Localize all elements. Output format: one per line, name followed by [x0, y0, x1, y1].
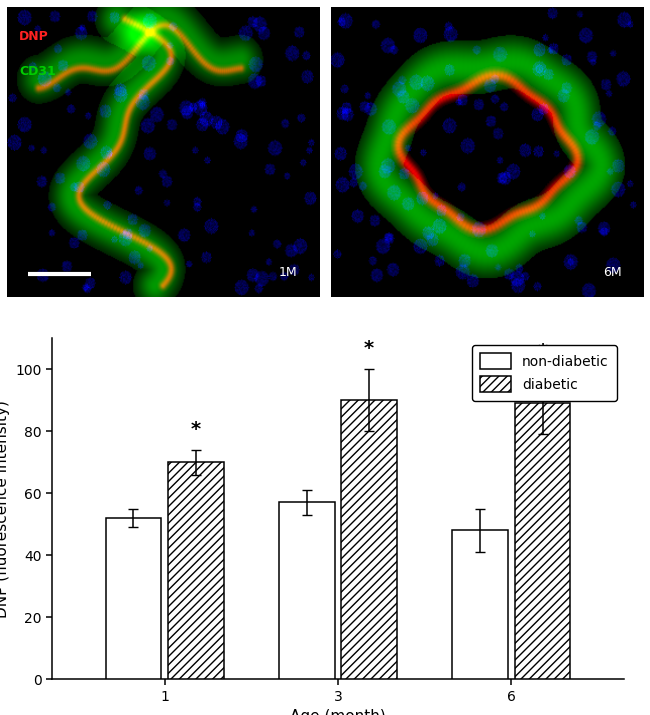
Bar	[341, 400, 397, 679]
Text: 1M: 1M	[278, 267, 297, 280]
Text: *: *	[364, 340, 374, 358]
Bar	[168, 462, 224, 679]
Text: A: A	[6, 18, 20, 36]
Text: *: *	[191, 420, 201, 439]
Text: 6M: 6M	[603, 267, 621, 280]
X-axis label: Age (month): Age (month)	[290, 709, 386, 715]
Bar	[452, 531, 508, 679]
Legend: non-diabetic, diabetic: non-diabetic, diabetic	[472, 345, 617, 400]
Bar	[515, 403, 570, 679]
Bar	[106, 518, 161, 679]
Bar	[279, 503, 335, 679]
Text: CD31: CD31	[19, 65, 56, 78]
Text: *: *	[538, 342, 547, 361]
Text: DNP: DNP	[19, 30, 49, 44]
Y-axis label: DNP (fluorescence intensity): DNP (fluorescence intensity)	[0, 400, 10, 618]
